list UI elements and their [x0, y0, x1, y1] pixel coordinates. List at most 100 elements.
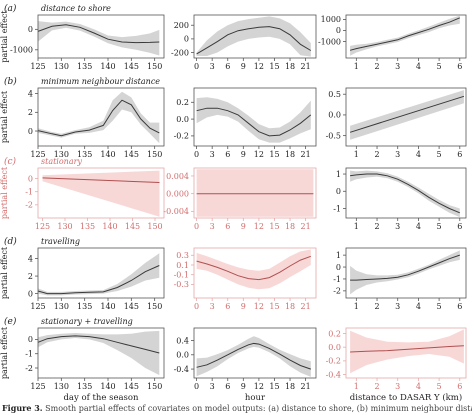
x-tick-label: 1 — [354, 150, 359, 159]
y-tick-label: 0 — [184, 35, 189, 44]
y-tick-label: 0.004 — [166, 172, 189, 181]
x-tick-label: 18 — [285, 62, 295, 71]
confidence-band — [42, 170, 160, 217]
y-tick-label: 2 — [28, 108, 33, 117]
effect-line — [42, 177, 160, 183]
confidence-band — [196, 16, 311, 57]
x-tick-label: 150 — [147, 302, 162, 311]
y-tick-label: -1000 — [318, 37, 341, 46]
x-tick-label: 150 — [147, 150, 162, 159]
x-tick-label: 3 — [395, 62, 400, 71]
x-tick-label: 6 — [225, 222, 230, 231]
x-tick-label: 5 — [437, 302, 442, 311]
confidence-band — [38, 21, 160, 56]
y-tick-label: -2 — [25, 201, 33, 210]
caption-label: Figure 3. — [2, 403, 43, 413]
x-tick-label: 18 — [285, 302, 295, 311]
y-tick-label: 1 — [336, 251, 341, 260]
x-tick-label: 6 — [225, 62, 230, 71]
x-tick-label: 5 — [437, 382, 442, 391]
panel-title: distance to shore — [41, 4, 111, 13]
x-tick-label: 6 — [457, 302, 462, 311]
y-tick-label: -0.004 — [163, 207, 189, 216]
x-tick-label: 12 — [254, 150, 264, 159]
effect-line — [37, 24, 160, 44]
x-tick-label: 130 — [54, 62, 69, 71]
y-axis-title: partial effect — [0, 10, 9, 63]
y-tick-label: -0.4 — [174, 365, 189, 374]
y-tick-label: 0 — [28, 25, 33, 34]
x-axis-title: hour — [245, 393, 266, 403]
y-tick-label: 4 — [28, 89, 33, 98]
x-tick-label: 4 — [416, 150, 421, 159]
y-tick-label: 0 — [28, 127, 33, 136]
effect-line — [349, 17, 460, 51]
effect-line — [37, 335, 160, 354]
x-tick-label: 12 — [254, 62, 264, 71]
panel-frame — [345, 247, 467, 299]
panel-title: stationary + travelling — [41, 317, 133, 326]
x-tick-label: 6 — [225, 302, 230, 311]
x-tick-label: 2 — [374, 150, 379, 159]
x-tick-label: 2 — [374, 302, 379, 311]
x-tick-label: 3 — [210, 382, 215, 391]
x-tick-label: 145 — [124, 62, 139, 71]
x-tick-label: 2 — [374, 222, 379, 231]
y-tick-label: 1000 — [321, 15, 341, 24]
x-tick-label: 0 — [194, 150, 199, 159]
panel-2-1 — [35, 87, 165, 149]
y-tick-label: 0.1 — [176, 261, 189, 270]
panel-frame — [345, 167, 467, 219]
panel-frame — [37, 167, 165, 219]
panel-frame — [37, 247, 165, 299]
x-tick-label: 6 — [457, 150, 462, 159]
x-tick-label: 125 — [30, 62, 45, 71]
panel-frame — [37, 14, 165, 59]
panel-frame — [193, 87, 317, 147]
y-tick-label: 0.5 — [328, 90, 341, 99]
x-tick-label: 21 — [301, 222, 311, 231]
x-tick-label: 3 — [210, 150, 215, 159]
x-tick-label: 125 — [30, 382, 45, 391]
y-tick-label: 0.0 — [176, 351, 189, 360]
y-tick-label: -0.2 — [326, 357, 341, 366]
panel-4-3 — [343, 247, 467, 301]
y-tick-label: 0.2 — [328, 329, 341, 338]
x-tick-label: 125 — [30, 302, 45, 311]
y-tick-label: -1 — [333, 204, 341, 213]
panel-title: minimum neighbour distance — [41, 77, 160, 86]
x-tick-label: 140 — [102, 222, 117, 231]
y-axis-title: partial effect — [0, 246, 9, 299]
x-axis-title: distance to DASAR Y (km) — [350, 392, 462, 403]
x-tick-label: 9 — [241, 222, 246, 231]
y-tick-label: 0 — [336, 263, 341, 272]
x-tick-label: 9 — [241, 302, 246, 311]
panel-frame — [37, 87, 165, 147]
x-tick-label: 0 — [194, 62, 199, 71]
y-tick-label: 0 — [28, 289, 33, 298]
confidence-band — [38, 91, 160, 144]
x-tick-label: 1 — [354, 222, 359, 231]
panel-1-3 — [343, 14, 467, 61]
y-tick-label: -2 — [25, 364, 33, 373]
x-tick-label: 18 — [285, 222, 295, 231]
confidence-band — [196, 249, 311, 290]
x-tick-label: 3 — [395, 382, 400, 391]
x-tick-label: 130 — [54, 382, 69, 391]
x-tick-label: 140 — [100, 302, 115, 311]
panel-1-1 — [35, 14, 165, 61]
x-tick-label: 15 — [269, 222, 279, 231]
y-tick-label: -0.4 — [326, 370, 341, 379]
x-tick-label: 5 — [437, 62, 442, 71]
y-tick-label: 0.0 — [328, 111, 341, 120]
x-tick-label: 12 — [254, 222, 264, 231]
panel-2-3 — [343, 87, 467, 149]
effect-line — [37, 99, 160, 137]
effect-line — [196, 107, 312, 137]
panel-3-1 — [35, 167, 165, 221]
panel-3-3 — [343, 167, 467, 221]
effect-line — [37, 265, 160, 295]
x-tick-label: 140 — [100, 62, 115, 71]
y-tick-label: 0.000 — [166, 189, 189, 198]
y-tick-label: 200 — [174, 21, 189, 30]
